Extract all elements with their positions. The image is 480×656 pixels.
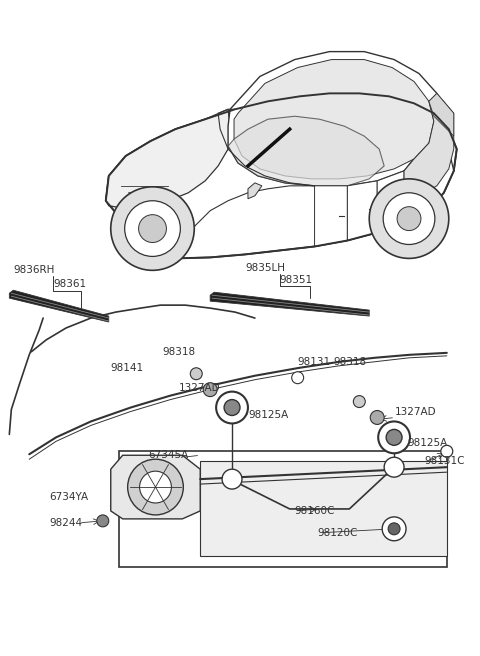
Text: 98318: 98318 [334,357,367,367]
Text: 98361: 98361 [53,279,86,289]
Circle shape [441,445,453,457]
Circle shape [388,523,400,535]
Circle shape [128,459,183,515]
Polygon shape [248,183,262,199]
Text: 98318: 98318 [162,347,195,357]
Text: 98120C: 98120C [318,528,358,538]
Polygon shape [404,93,454,201]
Circle shape [383,193,435,245]
Text: 9836RH: 9836RH [13,265,55,276]
Text: 1327AD: 1327AD [395,407,437,417]
Polygon shape [106,110,230,209]
Polygon shape [348,181,377,241]
Text: 67345A: 67345A [148,450,189,461]
Text: 98131: 98131 [298,357,331,367]
Bar [119,451,447,567]
Circle shape [140,471,171,503]
Polygon shape [314,186,348,247]
Text: 98141: 98141 [111,363,144,373]
Circle shape [203,382,217,397]
Circle shape [125,201,180,256]
Text: 98125A: 98125A [248,411,288,420]
Circle shape [378,421,410,453]
Circle shape [382,517,406,541]
Text: 9835LH: 9835LH [245,263,285,274]
Text: 98351: 98351 [280,276,313,285]
Circle shape [222,469,242,489]
Polygon shape [228,52,444,186]
Polygon shape [234,60,434,179]
Circle shape [216,392,248,423]
Text: 98125A: 98125A [407,438,447,448]
Circle shape [386,430,402,445]
Circle shape [111,187,194,270]
Polygon shape [106,93,457,258]
Circle shape [190,368,202,380]
Circle shape [353,396,365,407]
Polygon shape [111,455,200,519]
Polygon shape [377,171,404,233]
Text: 98244: 98244 [49,518,82,528]
Polygon shape [210,292,369,316]
Text: 6734YA: 6734YA [49,492,88,502]
Circle shape [369,179,449,258]
Circle shape [97,515,109,527]
Polygon shape [404,129,454,222]
Polygon shape [429,93,454,136]
Text: 1327AD: 1327AD [179,382,220,393]
Circle shape [397,207,421,230]
Polygon shape [9,290,109,322]
Circle shape [370,411,384,424]
Polygon shape [228,116,384,186]
Text: 98160C: 98160C [295,506,335,516]
Circle shape [384,457,404,477]
Bar [200,461,447,556]
Text: 98131C: 98131C [424,456,465,466]
Circle shape [139,215,167,243]
Circle shape [292,372,304,384]
Circle shape [224,400,240,415]
